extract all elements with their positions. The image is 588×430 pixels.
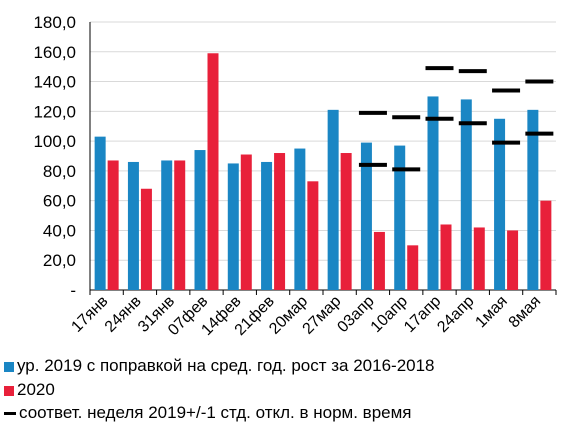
y-tick-label: 140,0 bbox=[33, 73, 76, 92]
bar-2020 bbox=[140, 188, 152, 290]
legend-label-2019: ур. 2019 с поправкой на сред. год. рост … bbox=[17, 356, 435, 375]
bar-2020 bbox=[174, 160, 186, 290]
bar-2019 bbox=[494, 118, 506, 291]
y-tick-label: 20,0 bbox=[43, 251, 76, 270]
y-tick-label: 120,0 bbox=[33, 102, 76, 121]
legend-swatch-2020 bbox=[4, 385, 14, 396]
bar-2020 bbox=[507, 230, 519, 290]
x-tick-label: 24апр bbox=[434, 293, 477, 336]
x-tick-label: 8мая bbox=[506, 293, 545, 332]
bar-2019 bbox=[427, 96, 439, 290]
y-tick-label: 60,0 bbox=[43, 192, 76, 211]
bar-2020 bbox=[107, 160, 119, 290]
legend-label-range: соответ. неделя 2019+/-1 стд. откл. в но… bbox=[19, 403, 412, 422]
bar-2019 bbox=[460, 99, 472, 290]
bar-2020 bbox=[307, 181, 319, 290]
x-tick-label: 1мая bbox=[472, 293, 511, 332]
bar-2020 bbox=[207, 53, 219, 291]
y-tick-label: 180,0 bbox=[33, 13, 76, 32]
y-tick-label: 100,0 bbox=[33, 132, 76, 151]
bar-2020 bbox=[407, 245, 419, 290]
bar-2020 bbox=[274, 153, 286, 290]
x-tick-label: 03апр bbox=[334, 293, 377, 336]
bar-2019 bbox=[527, 109, 539, 290]
legend-item-series-2019: ур. 2019 с поправкой на сред. год. рост … bbox=[4, 356, 435, 376]
bar-2019 bbox=[194, 150, 206, 290]
bar-2019 bbox=[360, 142, 372, 290]
bar-2020 bbox=[473, 227, 485, 290]
bar-2019 bbox=[94, 136, 106, 290]
bar-2020 bbox=[240, 154, 252, 290]
x-tick-label: 27мар bbox=[300, 293, 345, 338]
bar-2019 bbox=[261, 161, 273, 290]
x-tick-label: 10апр bbox=[368, 293, 411, 336]
bar-2020 bbox=[540, 200, 552, 290]
x-tick-label: 24янв bbox=[102, 293, 145, 336]
legend-item-series-2020: 2020 bbox=[4, 380, 55, 400]
x-tick-label: 17апр bbox=[401, 293, 444, 336]
legend-swatch-2019 bbox=[4, 361, 14, 372]
y-tick-label: 160,0 bbox=[33, 43, 76, 62]
y-tick-label: - bbox=[70, 281, 76, 300]
bar-2019 bbox=[161, 160, 173, 290]
bar-2019 bbox=[227, 163, 239, 290]
bar-2020 bbox=[440, 224, 452, 290]
bar-2019 bbox=[327, 109, 339, 290]
bar-2019 bbox=[394, 145, 406, 290]
bar-2020 bbox=[373, 231, 385, 290]
legend-item-range: соответ. неделя 2019+/-1 стд. откл. в но… bbox=[4, 403, 412, 423]
bar-2020 bbox=[340, 153, 352, 290]
y-tick-label: 80,0 bbox=[43, 162, 76, 181]
bar-2019 bbox=[127, 161, 139, 290]
bar-chart: - 20,0 40,0 60,0 80,0 100,0 120,0 140,0 160,0 180… bbox=[33, 13, 557, 339]
bar-2019 bbox=[294, 148, 306, 290]
legend-label-2020: 2020 bbox=[17, 380, 55, 399]
legend-dash-icon bbox=[4, 412, 16, 416]
y-tick-label: 40,0 bbox=[43, 221, 76, 240]
